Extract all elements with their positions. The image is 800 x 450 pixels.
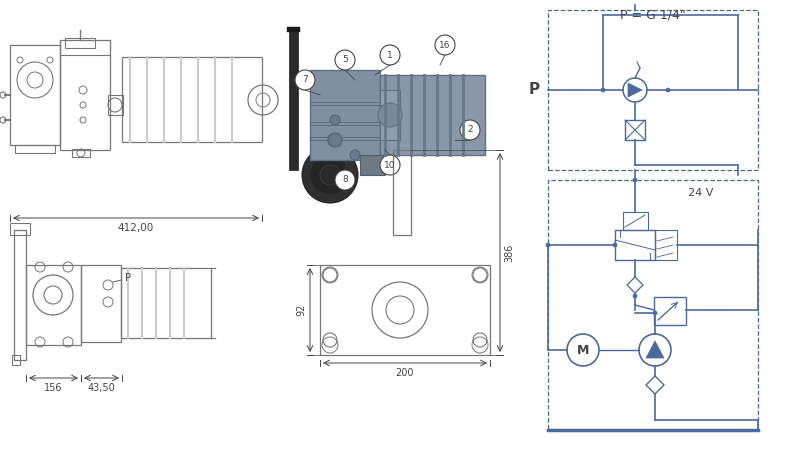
Bar (310, 122, 380, 125)
Bar (108, 95, 123, 115)
Bar (65, 38, 95, 48)
Text: 156: 156 (44, 383, 62, 393)
Circle shape (335, 50, 355, 70)
Bar (15, 145, 55, 153)
Bar (393, 150, 411, 235)
Text: 8: 8 (342, 176, 348, 184)
Bar (26, 265, 81, 345)
Bar (380, 90, 400, 140)
Polygon shape (646, 341, 664, 358)
Bar (548, 10, 758, 170)
Circle shape (320, 165, 340, 185)
Text: P: P (529, 82, 540, 98)
Circle shape (335, 170, 355, 190)
Bar (654, 297, 686, 325)
Bar (615, 230, 655, 260)
Circle shape (567, 334, 599, 366)
Circle shape (601, 88, 605, 92)
Circle shape (380, 155, 400, 175)
Circle shape (623, 78, 647, 102)
Circle shape (460, 120, 480, 140)
Circle shape (380, 45, 400, 65)
Circle shape (310, 155, 350, 195)
Circle shape (295, 70, 315, 90)
Text: 92: 92 (296, 304, 306, 316)
Circle shape (613, 243, 617, 247)
Bar (320, 265, 490, 355)
Bar (625, 120, 645, 140)
Text: 24 V: 24 V (688, 188, 714, 198)
Text: 1: 1 (387, 50, 393, 59)
Text: 200: 200 (396, 368, 414, 378)
Text: 10: 10 (384, 161, 396, 170)
Bar (81, 265, 121, 342)
Circle shape (330, 115, 340, 125)
Circle shape (633, 294, 637, 298)
Bar (10, 223, 30, 235)
Bar (360, 155, 385, 175)
Text: P = G 1/4": P = G 1/4" (620, 8, 686, 21)
Bar (122, 57, 262, 142)
Bar (310, 137, 380, 140)
Circle shape (639, 334, 671, 366)
Text: 5: 5 (342, 55, 348, 64)
Text: M: M (577, 343, 589, 356)
Bar (289, 30, 298, 170)
Bar (310, 102, 380, 105)
Bar (72, 149, 90, 157)
Bar (623, 212, 648, 230)
Circle shape (666, 88, 670, 92)
Bar (14, 230, 26, 360)
Text: P: P (125, 273, 131, 283)
Text: 43,50: 43,50 (88, 383, 115, 393)
Circle shape (302, 147, 358, 203)
Bar (12, 355, 20, 365)
Polygon shape (628, 83, 642, 97)
Text: 412,00: 412,00 (118, 223, 154, 233)
Text: 16: 16 (439, 40, 450, 50)
Circle shape (633, 178, 637, 182)
Bar (310, 70, 380, 160)
Circle shape (328, 133, 342, 147)
Bar (655, 230, 677, 260)
Circle shape (350, 150, 360, 160)
Text: 2: 2 (467, 126, 473, 135)
Bar (60, 40, 110, 150)
Circle shape (653, 311, 657, 315)
Bar (121, 268, 211, 338)
Circle shape (546, 243, 550, 247)
Circle shape (435, 35, 455, 55)
Bar (287, 27, 300, 32)
Text: 386: 386 (504, 243, 514, 262)
Bar (10, 45, 60, 145)
Bar (548, 180, 758, 430)
Bar (380, 75, 485, 155)
Text: 7: 7 (302, 76, 308, 85)
Circle shape (378, 103, 402, 127)
